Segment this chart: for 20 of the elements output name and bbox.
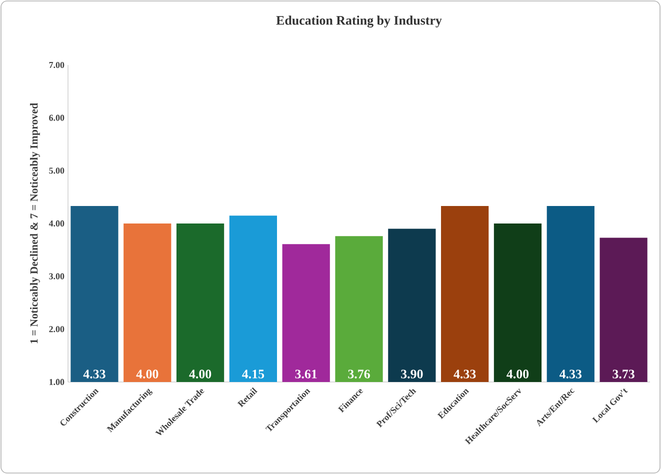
y-tick-label: 7.00: [49, 62, 64, 68]
y-tick-label: 1.00: [50, 378, 64, 386]
data-label: 3.76: [348, 370, 370, 378]
y-axis-title: 1 = Noticeably Declined & 7 = Noticeably Improved: [30, 103, 40, 344]
data-label: 3.73: [612, 370, 634, 378]
data-label: 4.33: [454, 370, 476, 378]
data-label: 3.61: [295, 370, 317, 378]
y-tick-label: 4.00: [48, 220, 64, 227]
y-tick-label: 2.00: [49, 326, 64, 332]
data-label: 4.00: [506, 370, 529, 378]
data-label: 4.33: [559, 370, 582, 378]
data-label: 4.33: [83, 370, 106, 378]
y-tick-label: 5.00: [49, 168, 64, 174]
data-label: 4.15: [242, 370, 264, 378]
data-label: 4.00: [189, 370, 212, 378]
data-label: 3.90: [401, 370, 423, 378]
y-tick-label: 3.00: [49, 273, 64, 280]
chart-title: Education Rating by Industry: [276, 16, 442, 28]
y-tick-label: 6.00: [49, 114, 64, 121]
data-label: 4.00: [136, 370, 158, 378]
